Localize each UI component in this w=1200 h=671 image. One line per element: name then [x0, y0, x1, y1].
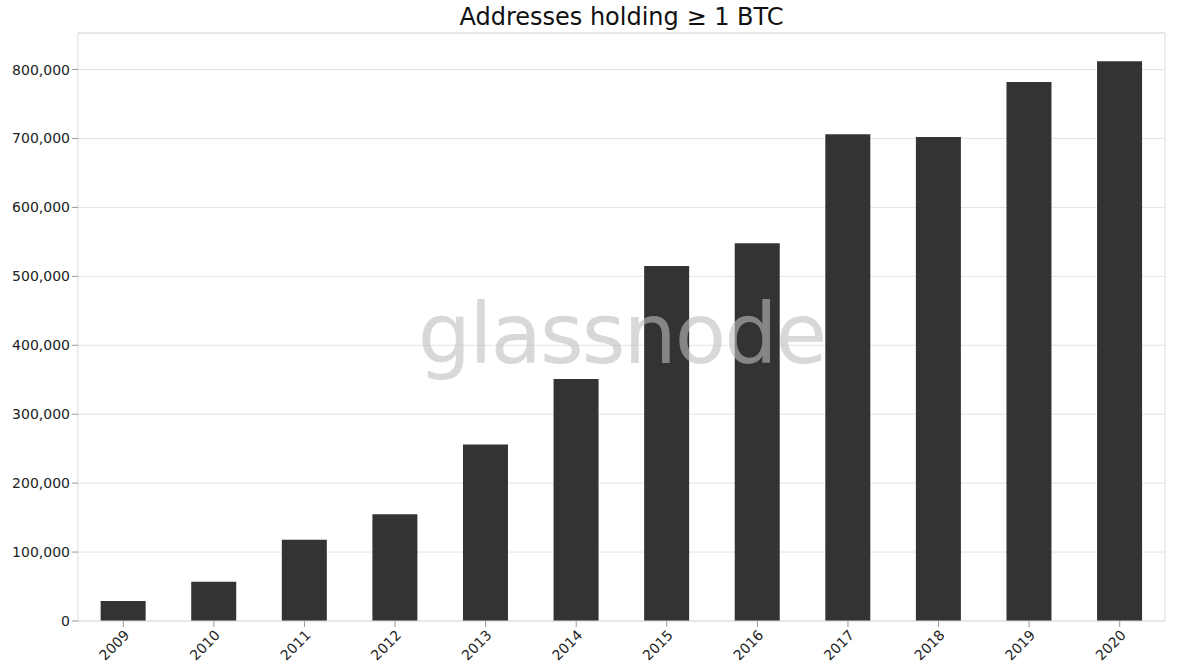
svg-text:2015: 2015 — [639, 627, 676, 664]
html-text:glassnode: glassnode — [417, 285, 826, 383]
svg-text:500,000: 500,000 — [12, 268, 70, 284]
svg-text:700,000: 700,000 — [12, 130, 70, 146]
svg-text:200,000: 200,000 — [12, 475, 70, 491]
svg-text:2019: 2019 — [1002, 627, 1039, 664]
svg-text:600,000: 600,000 — [12, 199, 70, 215]
svg-text:2020: 2020 — [1092, 627, 1129, 664]
svg-text:2012: 2012 — [368, 627, 405, 664]
svg-text:2018: 2018 — [911, 627, 948, 664]
svg-text:400,000: 400,000 — [12, 337, 70, 353]
svg-text:300,000: 300,000 — [12, 406, 70, 422]
svg-text:0: 0 — [61, 613, 70, 629]
svg-text:2011: 2011 — [277, 627, 314, 664]
svg-text:2013: 2013 — [458, 627, 495, 664]
svg-text:2010: 2010 — [187, 627, 224, 664]
html-text:Addresses holding ≥ 1 BTC: Addresses holding ≥ 1 BTC — [459, 3, 784, 31]
svg-text:2009: 2009 — [96, 627, 133, 664]
svg-text:2016: 2016 — [730, 627, 767, 664]
svg-text:800,000: 800,000 — [12, 62, 70, 78]
svg-text:100,000: 100,000 — [12, 544, 70, 560]
svg-text:2017: 2017 — [821, 627, 858, 664]
svg-text:2014: 2014 — [549, 627, 586, 664]
